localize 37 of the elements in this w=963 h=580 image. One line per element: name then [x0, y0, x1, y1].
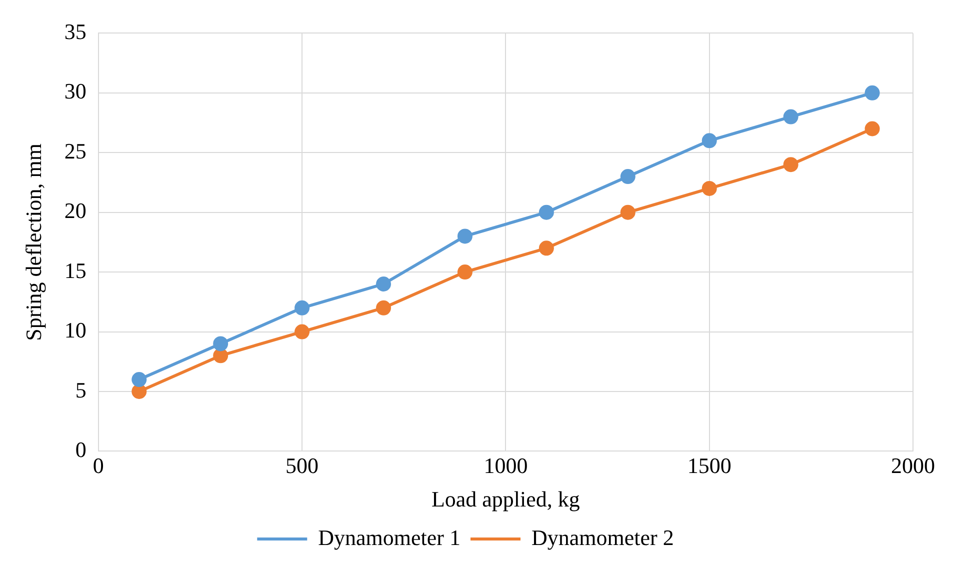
y-tick-label: 25 — [64, 138, 86, 164]
y-axis-title: Spring deflection, mm — [20, 144, 46, 341]
point — [213, 348, 228, 364]
x-tick-label: 1000 — [484, 453, 528, 478]
point — [783, 109, 798, 124]
point — [702, 180, 717, 196]
y-tick-label: 15 — [64, 258, 86, 283]
x-tick-label: 1500 — [687, 453, 732, 478]
legend-label: Dynamometer 2 — [532, 524, 674, 550]
point — [294, 300, 310, 316]
legend-label: Dynamometer 1 — [318, 524, 461, 550]
y-tick-label: 0 — [75, 436, 86, 462]
x-tick-label: 500 — [286, 453, 319, 478]
y-tick-label: 35 — [64, 18, 86, 44]
point — [783, 157, 798, 172]
point — [294, 324, 310, 340]
point — [132, 384, 147, 399]
point — [620, 169, 636, 184]
point — [538, 204, 554, 220]
y-tick-label: 10 — [64, 318, 86, 343]
x-tick-label: 0 — [92, 453, 104, 478]
point — [457, 264, 472, 280]
point — [864, 85, 880, 100]
point — [457, 228, 472, 244]
y-tick-label: 20 — [64, 198, 86, 224]
x-axis-title: Load applied, kg — [431, 486, 580, 512]
point — [376, 276, 392, 292]
y-tick-label: 5 — [75, 377, 86, 402]
x-tick-label: 2000 — [891, 453, 935, 478]
point — [132, 372, 147, 388]
point — [538, 240, 554, 256]
point — [620, 204, 636, 220]
point — [376, 300, 392, 316]
point — [864, 121, 880, 136]
point — [213, 336, 228, 352]
y-tick-label: 30 — [64, 78, 86, 104]
point — [702, 133, 717, 148]
